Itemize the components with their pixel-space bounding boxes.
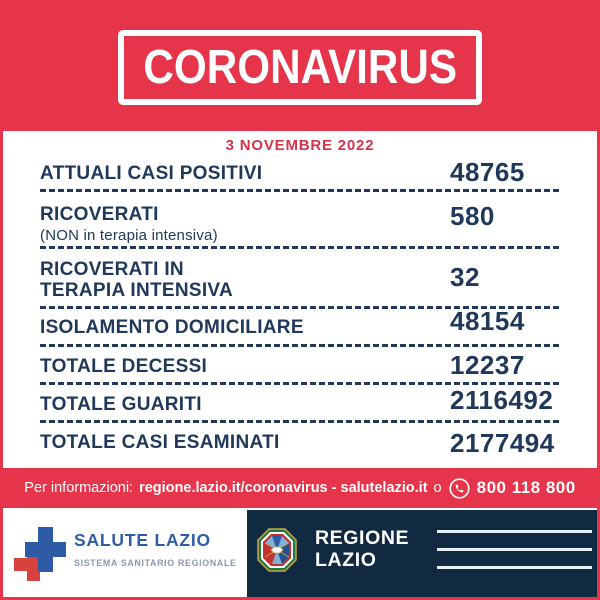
report-date: 3 NOVEMBRE 2022 bbox=[225, 137, 375, 154]
page-title: CORONAVIRUS bbox=[143, 40, 457, 94]
stat-label: RICOVERATI IN TERAPIA INTENSIVA bbox=[40, 259, 233, 301]
stat-label-text: TOTALE DECESSI bbox=[40, 356, 208, 377]
stat-value: 2177494 bbox=[450, 428, 555, 458]
salute-lazio-tagline: SISTEMA SANITARIO REGIONALE bbox=[74, 558, 237, 568]
footer: SALUTE LAZIO SISTEMA SANITARIO REGIONALE bbox=[0, 508, 600, 600]
stat-label: TOTALE DECESSI bbox=[40, 356, 207, 377]
stat-label: TOTALE GUARITI bbox=[40, 394, 202, 415]
header: CORONAVIRUS bbox=[0, 0, 600, 131]
divider-dashed bbox=[40, 246, 562, 249]
stat-label: RICOVERATI (NON in terapia intensiva) bbox=[40, 204, 218, 244]
info-links[interactable]: regione.lazio.it/coronavirus - salutelaz… bbox=[139, 480, 428, 496]
phone-number: 800 118 800 bbox=[476, 478, 576, 497]
stat-value: 48765 bbox=[450, 157, 525, 187]
stat-value: 2116492 bbox=[450, 385, 554, 415]
lazio-coat-of-arms bbox=[257, 528, 297, 577]
stat-label-text: RICOVERATI IN bbox=[40, 259, 184, 280]
info-prefix: Per informazioni: bbox=[24, 480, 134, 496]
stat-label-text: RICOVERATI bbox=[40, 204, 159, 225]
decorative-line bbox=[437, 566, 592, 569]
regione-lazio-wordmark: REGIONE LAZIO bbox=[315, 527, 409, 571]
salute-lazio-text: SALUTE LAZIO SISTEMA SANITARIO REGIONALE bbox=[74, 530, 237, 568]
stat-value: 48154 bbox=[450, 306, 525, 336]
decorative-line bbox=[437, 530, 592, 533]
stat-label-text: TOTALE GUARITI bbox=[40, 394, 202, 415]
info-connector: o bbox=[433, 480, 442, 496]
divider-dashed bbox=[40, 382, 562, 385]
info-bar: Per informazioni: regione.lazio.it/coron… bbox=[0, 468, 600, 508]
stat-label: TOTALE CASI ESAMINATI bbox=[40, 432, 280, 453]
stat-label-text: TOTALE CASI ESAMINATI bbox=[40, 432, 280, 453]
stat-sublabel: (NON in terapia intensiva) bbox=[40, 227, 218, 244]
divider-dashed bbox=[40, 189, 562, 192]
stat-label-text: ISOLAMENTO DOMICILIARE bbox=[40, 317, 304, 338]
phone-icon bbox=[449, 477, 470, 499]
stat-label-text-line2: TERAPIA INTENSIVA bbox=[40, 280, 234, 301]
divider-dashed bbox=[40, 306, 562, 309]
double-cross-icon bbox=[14, 525, 66, 588]
regione-line2: LAZIO bbox=[315, 549, 377, 571]
stat-value: 32 bbox=[450, 262, 480, 292]
salute-lazio-name: SALUTE LAZIO bbox=[74, 530, 211, 550]
stat-label: ATTUALI CASI POSITIVI bbox=[40, 163, 262, 184]
decorative-line bbox=[437, 548, 592, 551]
regione-lazio-panel: REGIONE LAZIO bbox=[247, 510, 597, 597]
coronavirus-title-box: CORONAVIRUS bbox=[118, 30, 482, 105]
regione-line1: REGIONE bbox=[315, 527, 410, 549]
stat-value: 12237 bbox=[450, 350, 525, 380]
divider-dashed bbox=[40, 344, 562, 347]
stat-value: 580 bbox=[450, 201, 495, 231]
stat-label: ISOLAMENTO DOMICILIARE bbox=[40, 317, 304, 338]
divider-dashed bbox=[40, 420, 562, 423]
stat-label-text: ATTUALI CASI POSITIVI bbox=[40, 163, 263, 184]
